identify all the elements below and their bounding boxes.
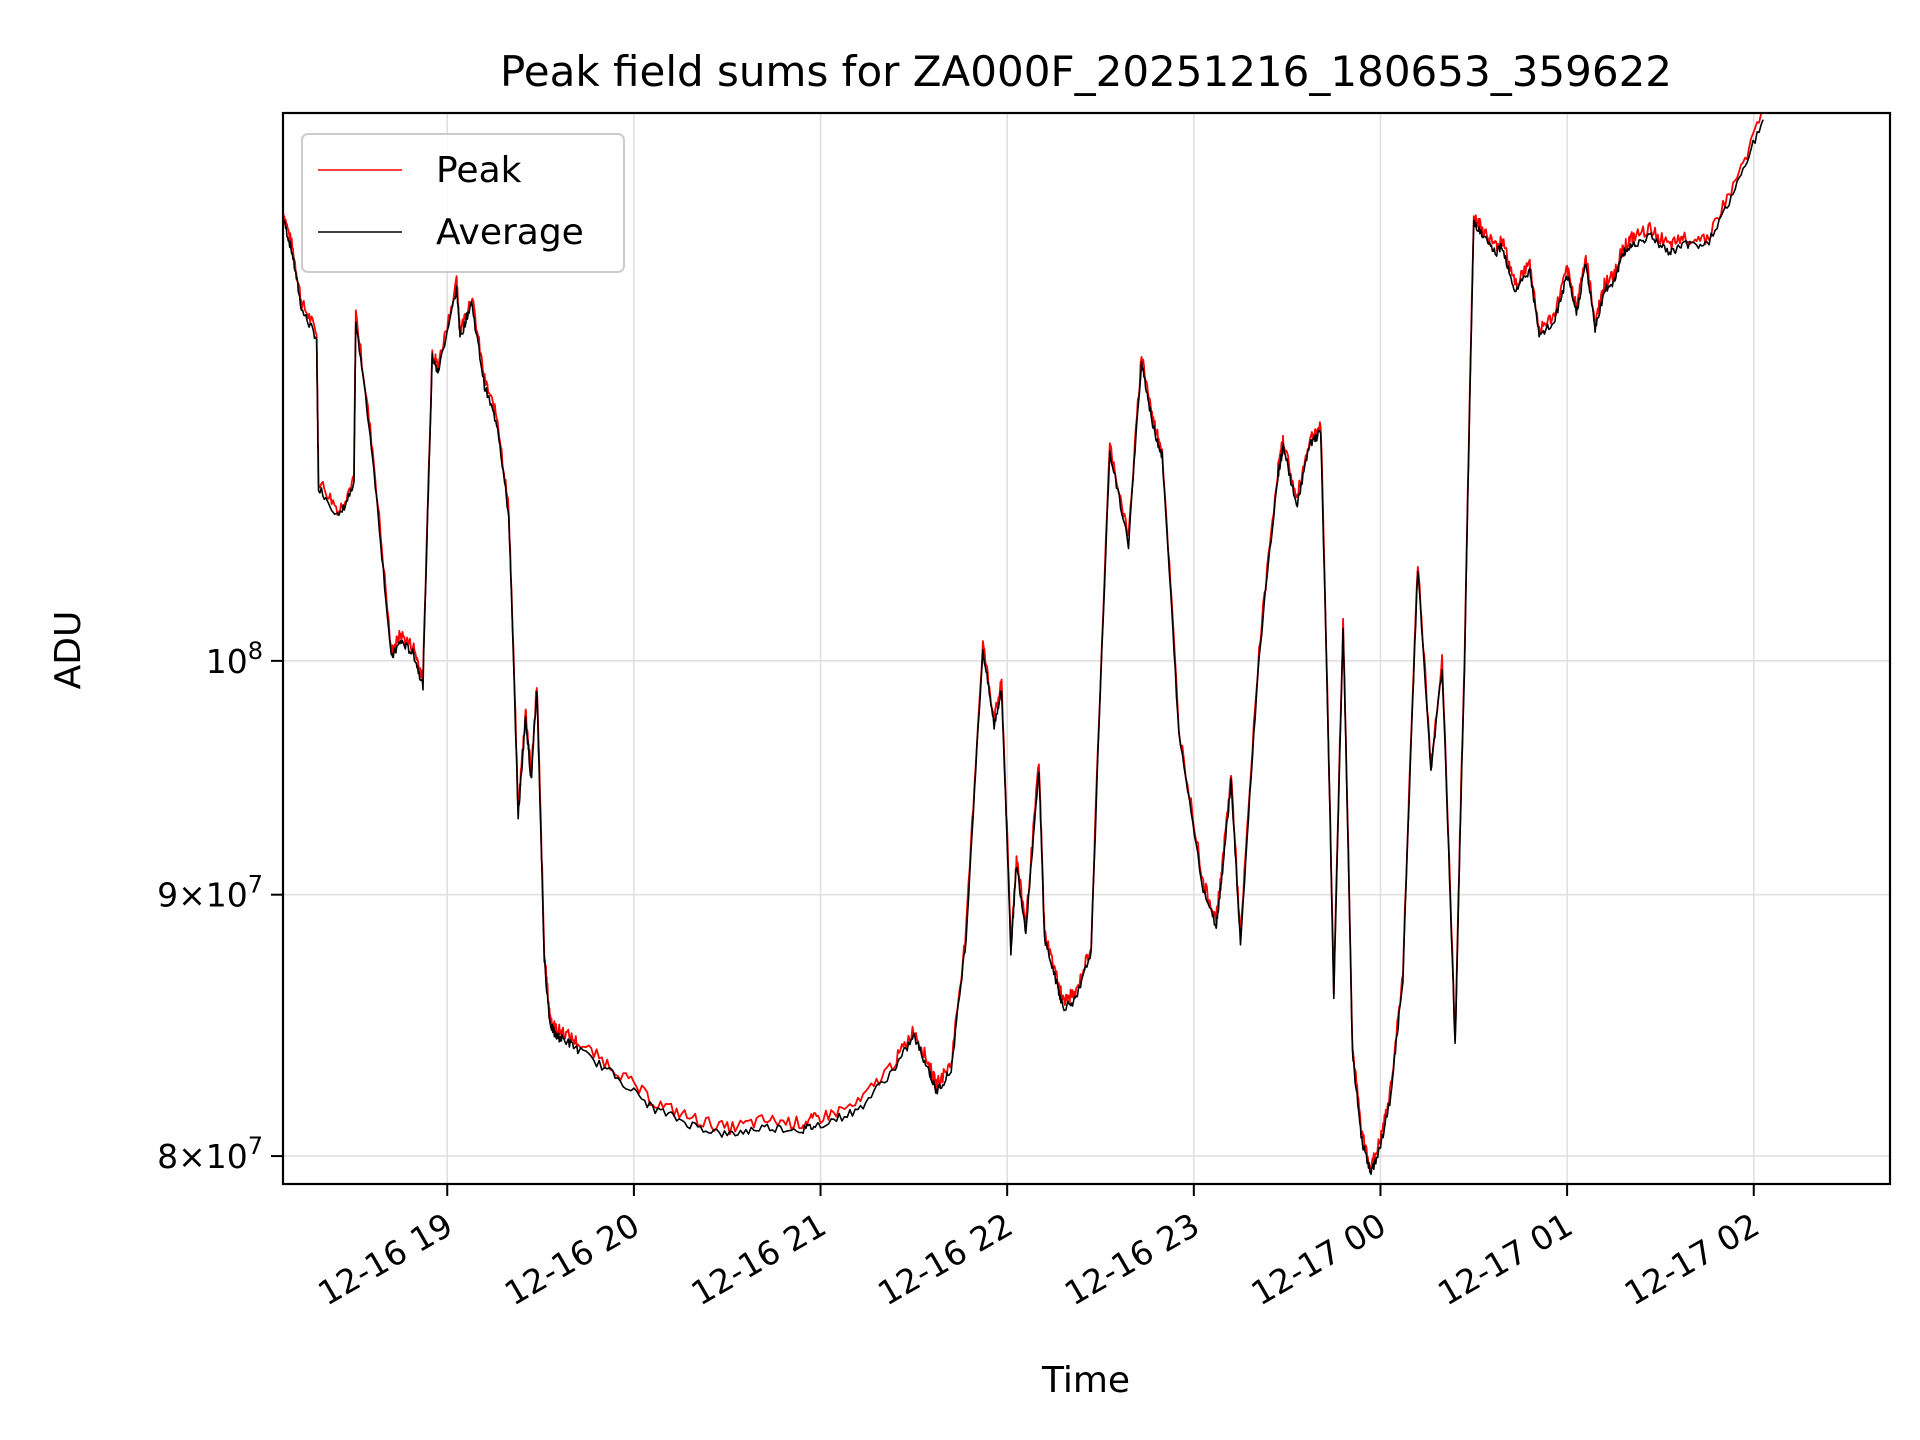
legend: Peak Average (301, 133, 625, 273)
y-tick-label: 8×107 (157, 1132, 263, 1176)
legend-box (301, 133, 625, 273)
series-peak-line (283, 113, 1764, 1170)
chart-title: Peak field sums for ZA000F_20251216_1806… (500, 47, 1672, 96)
y-tick-label: 9×107 (157, 871, 263, 915)
series-group (283, 113, 1764, 1175)
legend-average-label: Average (436, 212, 584, 253)
x-axis-label: Time (1041, 1360, 1130, 1401)
y-axis-label: ADU (48, 611, 89, 690)
plot-frame (281, 111, 1892, 1186)
gridlines (283, 113, 1890, 1184)
y-tick-label: 108 (206, 637, 263, 681)
series-average-line (283, 119, 1764, 1175)
legend-peak-label: Peak (436, 150, 522, 191)
